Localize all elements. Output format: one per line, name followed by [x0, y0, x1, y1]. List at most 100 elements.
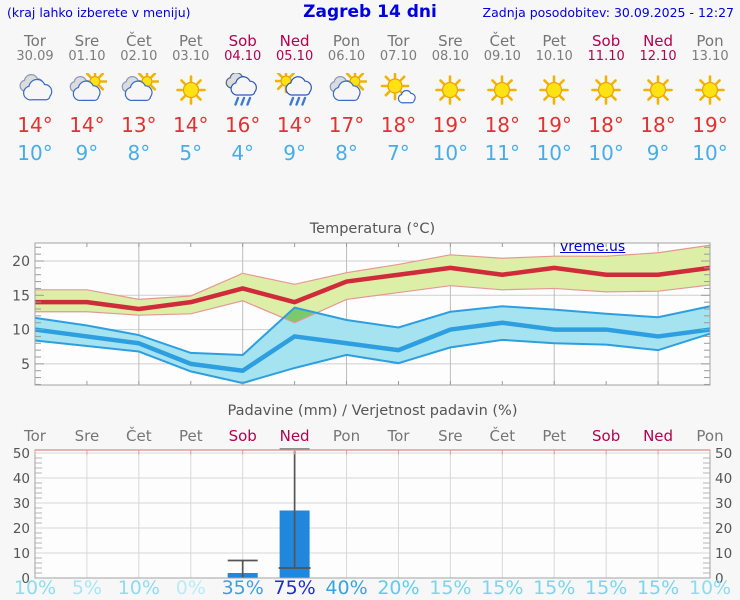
precip-probability: 15%: [481, 577, 524, 599]
forecast-day-column: Pet 10.10 19° 10°: [528, 33, 580, 166]
svg-text:0: 0: [21, 571, 30, 587]
temp-min: 10°: [432, 141, 469, 165]
forecast-day-column: Tor 07.10 18° 7°: [372, 33, 424, 166]
svg-text:5: 5: [21, 357, 30, 373]
svg-text:40: 40: [715, 471, 732, 487]
weather-icon-sun-rain: [269, 68, 321, 109]
temp-min: 10°: [692, 141, 728, 165]
forecast-day-column: Ned 05.10 14° 9°: [269, 33, 321, 166]
precip-day-label: Sob: [592, 427, 621, 445]
precip-probability: 15%: [429, 577, 472, 599]
weather-icon-sunny: [424, 73, 476, 109]
forecast-day-column: Sre 01.10 14° 9°: [61, 33, 113, 166]
forecast-day-column: Čet 02.10 13° 8°: [113, 33, 165, 166]
day-date: 10.10: [535, 49, 573, 64]
day-date: 05.10: [276, 49, 314, 64]
temp-min: 10°: [588, 141, 624, 165]
menu-hint: (kraj lahko izberete v meniju): [7, 5, 191, 20]
weather-icon-sunny: [632, 73, 684, 109]
temp-min: 7°: [387, 141, 410, 165]
forecast-day-column: Ned 12.10 18° 9°: [632, 33, 684, 166]
precip-day-label: Pet: [542, 427, 567, 445]
svg-text:20: 20: [715, 521, 732, 537]
precip-day-label: Pon: [332, 427, 361, 445]
day-name: Čet: [489, 32, 516, 50]
forecast-day-column: Čet 09.10 18° 11°: [476, 33, 528, 166]
temp-min: 10°: [17, 141, 53, 165]
temp-max: 14°: [276, 113, 313, 137]
svg-text:50: 50: [715, 446, 732, 462]
temp-max: 19°: [692, 113, 728, 137]
temperature-chart-title: Temperatura (°C): [309, 221, 436, 237]
precip-day-label: Tor: [24, 427, 46, 445]
day-name: Ned: [279, 32, 310, 50]
day-name: Tor: [387, 32, 410, 50]
temp-max: 13°: [121, 113, 157, 137]
weather-icon-sunny: [684, 73, 736, 109]
temp-max: 16°: [224, 113, 261, 137]
day-name: Sre: [74, 32, 100, 50]
day-name: Pet: [542, 32, 567, 50]
precip-probability: 35%: [221, 577, 264, 599]
weather-icon-partly: [321, 69, 373, 109]
weather-icon-mostly-sunny: [372, 71, 424, 109]
svg-text:10: 10: [12, 323, 30, 339]
forecast-day-column: Pon 13.10 19° 10°: [684, 33, 736, 166]
precip-probability: 5%: [71, 577, 102, 599]
day-name: Čet: [126, 32, 152, 50]
temp-max: 18°: [640, 113, 676, 137]
precip-probability: 75%: [273, 577, 316, 599]
day-date: 03.10: [172, 49, 210, 64]
precip-day-label: Ned: [279, 427, 310, 445]
precip-day-label: Tor: [387, 427, 410, 445]
svg-text:50: 50: [13, 446, 30, 462]
temp-min: 9°: [75, 141, 99, 165]
temp-min: 9°: [283, 141, 306, 165]
temp-min: 11°: [484, 141, 521, 165]
day-date: 01.10: [68, 49, 106, 64]
precip-probability: 10%: [117, 577, 160, 599]
temp-max: 18°: [484, 113, 521, 137]
svg-text:10: 10: [715, 546, 732, 562]
precipitation-chart: 0 0 10 10 20 20 30 30 40 40 50 50: [13, 446, 732, 587]
temp-max: 14°: [69, 113, 105, 137]
temp-min: 10°: [536, 141, 572, 165]
day-name: Sre: [438, 32, 463, 50]
precip-day-label: Sob: [228, 427, 257, 445]
precip-probability: 10%: [688, 577, 732, 599]
forecast-day-column: Pet 03.10 14° 5°: [165, 33, 217, 166]
last-updated: Zadnja posodobitev: 30.09.2025 - 12:27: [482, 5, 734, 20]
svg-text:10: 10: [13, 546, 30, 562]
precip-day-label: Čet: [126, 427, 152, 445]
day-date: 11.10: [587, 49, 625, 64]
watermark-link[interactable]: vreme.us: [560, 239, 626, 255]
day-name: Pon: [696, 32, 724, 50]
day-date: 04.10: [224, 49, 262, 64]
temp-max: 17°: [328, 113, 365, 137]
svg-text:30: 30: [715, 496, 732, 512]
precip-probability: 0%: [175, 577, 206, 599]
page-title: Zagreb 14 dni: [303, 2, 437, 22]
svg-text:15: 15: [12, 288, 30, 304]
forecast-day-column: Pon 06.10 17° 8°: [321, 33, 373, 166]
precip-probability: 15%: [585, 577, 628, 599]
svg-text:0: 0: [715, 571, 724, 587]
forecast-day-column: Sob 11.10 18° 10°: [580, 33, 632, 166]
temp-max: 19°: [536, 113, 572, 137]
precip-day-label: Ned: [643, 427, 674, 445]
precipitation-chart-title: Padavine (mm) / Verjetnost padavin (%): [227, 403, 518, 419]
day-date: 07.10: [379, 49, 418, 64]
precip-probability: 40%: [325, 577, 368, 599]
forecast-day-column: Tor 30.09 14° 10°: [9, 33, 61, 166]
svg-text:40: 40: [13, 471, 30, 487]
weather-icon-cloudy: [9, 73, 61, 109]
temp-min: 4°: [231, 141, 255, 165]
temp-min: 5°: [179, 141, 203, 165]
day-name: Ned: [643, 32, 674, 50]
temp-max: 18°: [588, 113, 624, 137]
weather-icon-rain: [217, 72, 269, 109]
svg-text:20: 20: [13, 521, 30, 537]
precip-day-label: Pet: [178, 427, 203, 445]
precip-probability: 20%: [377, 577, 420, 599]
